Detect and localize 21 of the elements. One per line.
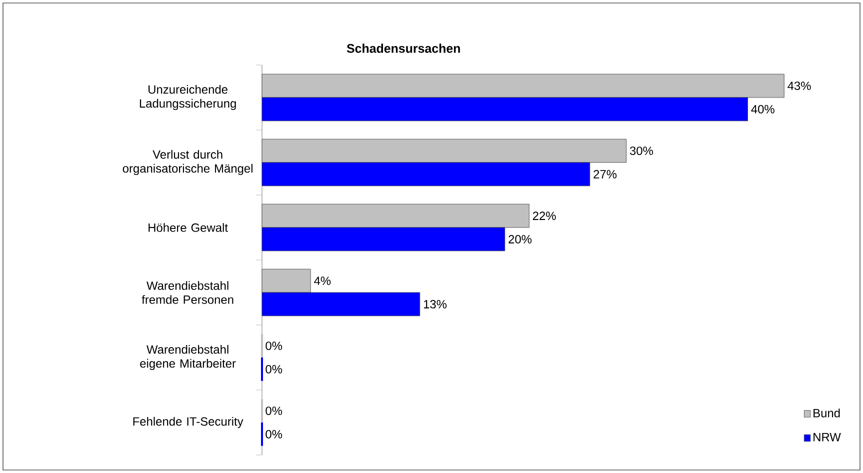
data-label: 4% bbox=[314, 276, 331, 285]
data-label: 22% bbox=[532, 212, 556, 220]
data-label: 0% bbox=[266, 406, 282, 416]
chart-title: Schadensursachen bbox=[346, 44, 460, 53]
data-label: 0% bbox=[266, 342, 282, 350]
y-tick-label: Warendiebstahl eigene Mitarbeiter bbox=[140, 344, 236, 370]
y-tick-label: Unzureichende Ladungssicherung bbox=[140, 84, 236, 110]
y-tick-label: Fehlende IT-Security bbox=[133, 416, 244, 428]
y-tick-label: Verlust durch organisatorische Mängel bbox=[122, 150, 252, 176]
data-label: 43% bbox=[788, 82, 811, 90]
data-label: 40% bbox=[751, 104, 774, 114]
data-label: 0% bbox=[266, 430, 282, 438]
data-label: 30% bbox=[630, 146, 653, 156]
legend-label: NRW bbox=[814, 433, 841, 442]
y-tick-label: Höhere Gewalt bbox=[148, 223, 228, 232]
data-label: 27% bbox=[594, 170, 617, 178]
data-label: 20% bbox=[508, 234, 532, 244]
data-label: 13% bbox=[424, 300, 447, 308]
y-tick-label: Warendiebstahl fremde Personen bbox=[142, 281, 234, 304]
data-label: 0% bbox=[266, 364, 282, 374]
legend-label: Bund bbox=[814, 408, 840, 418]
